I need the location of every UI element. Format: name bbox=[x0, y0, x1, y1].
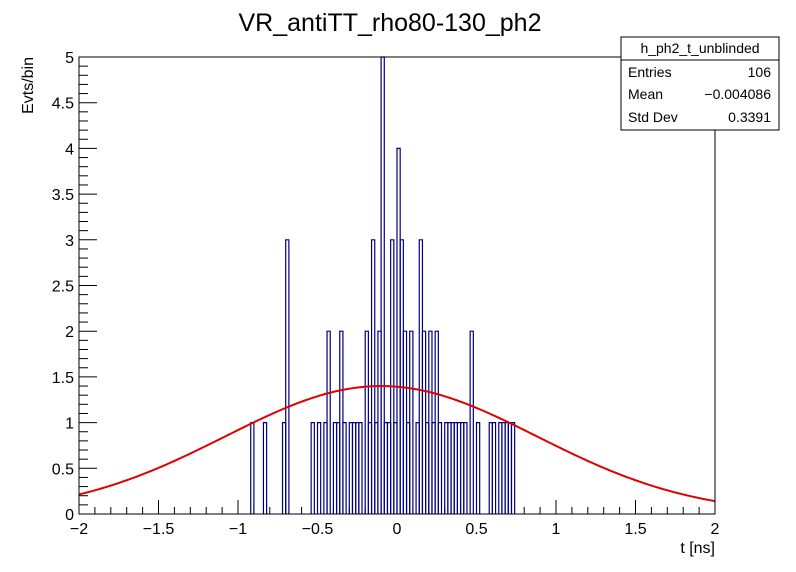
y-axis-label: Evts/bin bbox=[20, 57, 37, 114]
gaussian-fit-curve bbox=[78, 385, 716, 503]
histogram-bar bbox=[262, 422, 268, 514]
histogram-bar bbox=[326, 330, 331, 514]
histogram-bar bbox=[475, 422, 481, 514]
x-axis-label: t [ns] bbox=[680, 540, 715, 557]
histogram-bar bbox=[310, 422, 315, 514]
x-tick-label: 1 bbox=[552, 521, 561, 538]
stats-entries-label: Entries bbox=[628, 64, 672, 80]
histogram-bar bbox=[510, 422, 516, 514]
histogram-bar bbox=[409, 330, 414, 514]
histogram-bar bbox=[463, 422, 468, 514]
histogram-bar bbox=[342, 422, 347, 514]
histogram-bar bbox=[370, 239, 376, 514]
x-tick-label: −1.5 bbox=[143, 521, 175, 538]
y-tick-label: 0 bbox=[65, 507, 74, 524]
stats-entries-value: 106 bbox=[748, 64, 772, 80]
x-tick-label: 1.5 bbox=[624, 521, 646, 538]
x-tick-label: −1 bbox=[229, 521, 247, 538]
histogram-bar bbox=[285, 239, 290, 514]
x-tick-label: −2 bbox=[70, 521, 88, 538]
plot-frame bbox=[78, 56, 716, 515]
y-tick-label: 1.5 bbox=[52, 370, 74, 387]
y-tick-label: 2.5 bbox=[52, 279, 74, 296]
chart-title: VR_antiTT_rho80-130_ph2 bbox=[239, 9, 542, 37]
y-tick-label: 4 bbox=[65, 141, 74, 158]
fit-curve-layer bbox=[78, 385, 716, 503]
x-tick-label: −0.5 bbox=[302, 521, 334, 538]
histogram-bar bbox=[316, 422, 322, 514]
stats-mean-value: −0.004086 bbox=[704, 86, 771, 102]
y-tick-label: 5 bbox=[65, 50, 74, 67]
histogram-bar bbox=[358, 422, 363, 514]
histogram-bar bbox=[469, 330, 474, 514]
y-tick-label: 3 bbox=[65, 233, 74, 250]
y-tick-label: 3.5 bbox=[52, 187, 74, 204]
stats-box: h_ph2_t_unblinded Entries 106 Mean −0.00… bbox=[620, 36, 780, 131]
y-tick-label: 0.5 bbox=[52, 461, 74, 478]
stats-mean-label: Mean bbox=[628, 86, 663, 102]
stats-box-title: h_ph2_t_unblinded bbox=[640, 40, 759, 56]
y-tick-label: 1 bbox=[65, 416, 74, 433]
histogram-bar bbox=[491, 422, 497, 514]
axes-layer: −2 −1.5 −1 −0.5 0 0.5 1 1.5 2 0 0.5 1 1.5 2 2.5 3 3.5 4 4.… bbox=[52, 50, 720, 538]
histogram-bar bbox=[390, 239, 395, 514]
y-tick-label: 2 bbox=[65, 324, 74, 341]
x-tick-label: 0 bbox=[393, 521, 402, 538]
y-tick-label: 4.5 bbox=[52, 96, 74, 113]
stats-stddev-label: Std Dev bbox=[628, 109, 678, 125]
stats-stddev-value: 0.3391 bbox=[728, 109, 771, 125]
histogram-bar bbox=[437, 422, 443, 514]
x-tick-label: 0.5 bbox=[465, 521, 487, 538]
x-tick-label: 2 bbox=[711, 521, 720, 538]
